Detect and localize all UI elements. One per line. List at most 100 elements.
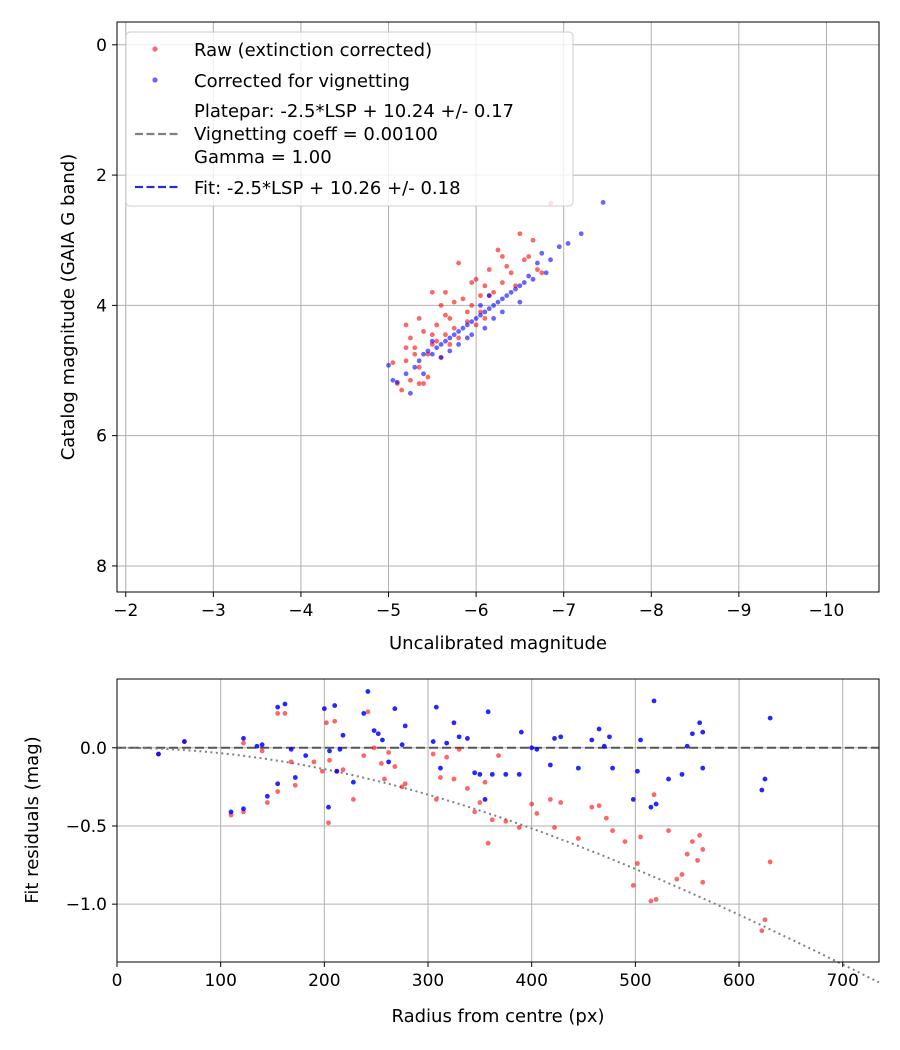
raw-residual-point bbox=[575, 836, 581, 841]
raw-residual-point bbox=[684, 851, 690, 857]
raw-residual-point bbox=[311, 759, 317, 765]
corrected-residual-point bbox=[241, 806, 246, 812]
bottom-x-tick-label: 700 bbox=[826, 971, 858, 991]
corrected-residual-point bbox=[697, 720, 703, 726]
corrected-residual-point bbox=[386, 759, 392, 765]
raw-point bbox=[456, 335, 461, 341]
raw-residual-point bbox=[282, 710, 288, 716]
raw-residual-point bbox=[558, 800, 564, 805]
raw-point bbox=[429, 332, 435, 338]
raw-point bbox=[473, 322, 479, 328]
corrected-residual-point bbox=[456, 734, 462, 740]
bottom-y-tick-label: 0.0 bbox=[80, 739, 107, 759]
bottom-x-tick-label: 200 bbox=[308, 971, 340, 991]
raw-residual-point bbox=[444, 754, 450, 760]
top-plot-y-ticks: 0 2 4 6 8 bbox=[96, 36, 117, 577]
top-x-tick-label: −2 bbox=[113, 601, 138, 621]
raw-residual-point bbox=[264, 800, 270, 805]
raw-residual-point bbox=[456, 746, 462, 752]
raw-residual-point bbox=[596, 803, 602, 809]
raw-point bbox=[469, 280, 475, 285]
corrected-residual-point bbox=[767, 715, 773, 721]
corrected-point bbox=[486, 293, 492, 298]
corrected-point bbox=[451, 332, 457, 338]
corrected-residual-point bbox=[275, 704, 281, 710]
corrected-point bbox=[429, 351, 435, 357]
raw-point bbox=[447, 342, 453, 347]
raw-residual-point bbox=[603, 815, 609, 821]
corrected-residual-point bbox=[444, 740, 450, 746]
top-x-tick-label: −4 bbox=[288, 601, 313, 621]
corrected-residual-point bbox=[254, 743, 260, 749]
bottom-plot-x-label: Radius from centre (px) bbox=[391, 1006, 604, 1027]
bottom-y-tick-label: −0.5 bbox=[66, 817, 107, 837]
corrected-residual-point bbox=[648, 804, 654, 810]
bottom-plot-x-ticks: 0 100 200 300 400 500 600 700 bbox=[112, 962, 859, 991]
legend-box bbox=[125, 31, 574, 207]
corrected-point bbox=[469, 332, 475, 338]
corrected-point bbox=[499, 296, 505, 302]
corrected-residual-point bbox=[430, 739, 436, 744]
corrected-point bbox=[499, 309, 505, 315]
raw-point bbox=[390, 360, 396, 366]
raw-residual-point bbox=[630, 882, 636, 888]
top-y-tick-label: 2 bbox=[96, 166, 107, 186]
raw-point bbox=[486, 267, 492, 272]
raw-point bbox=[443, 312, 448, 318]
corrected-residual-point bbox=[666, 776, 671, 782]
corrected-point bbox=[456, 342, 461, 347]
corrected-point bbox=[390, 377, 396, 383]
corrected-residual-point bbox=[653, 801, 659, 807]
raw-point bbox=[434, 322, 440, 328]
raw-point bbox=[408, 335, 413, 341]
raw-point bbox=[482, 316, 488, 321]
corrected-point bbox=[416, 358, 422, 364]
corrected-point bbox=[535, 260, 540, 266]
corrected-residual-point bbox=[518, 729, 524, 735]
corrected-residual-point bbox=[635, 768, 640, 774]
raw-residual-point bbox=[547, 796, 553, 802]
raw-point bbox=[526, 254, 532, 259]
raw-point bbox=[530, 237, 536, 243]
corrected-point bbox=[443, 338, 448, 344]
corrected-point bbox=[478, 312, 483, 318]
corrected-residual-point bbox=[482, 796, 488, 802]
raw-point bbox=[443, 332, 448, 338]
raw-point bbox=[456, 260, 461, 266]
corrected-residual-point bbox=[759, 787, 765, 793]
corrected-residual-point bbox=[477, 771, 483, 777]
raw-residual-point bbox=[402, 781, 408, 787]
corrected-point bbox=[491, 302, 497, 308]
corrected-point bbox=[434, 345, 440, 351]
raw-residual-point bbox=[386, 750, 392, 755]
raw-residual-point bbox=[451, 776, 457, 782]
corrected-residual-point bbox=[399, 742, 405, 748]
raw-point bbox=[412, 351, 418, 357]
corrected-point bbox=[530, 276, 536, 282]
corrected-residual-point bbox=[589, 737, 595, 743]
bottom-x-tick-label: 300 bbox=[412, 971, 444, 991]
raw-residual-point bbox=[477, 800, 483, 805]
raw-residual-point bbox=[767, 859, 773, 865]
corrected-point bbox=[429, 338, 435, 344]
corrected-residual-point bbox=[332, 703, 338, 708]
corrected-residual-point bbox=[651, 698, 657, 704]
raw-residual-point bbox=[635, 861, 640, 866]
raw-residual-point bbox=[378, 761, 384, 766]
raw-residual-point bbox=[534, 811, 540, 816]
raw-residual-point bbox=[326, 820, 331, 826]
raw-point bbox=[408, 377, 413, 383]
raw-point bbox=[499, 280, 505, 285]
corrected-residual-point bbox=[433, 704, 439, 710]
raw-point bbox=[403, 322, 409, 328]
raw-residual-point bbox=[472, 809, 478, 815]
raw-point bbox=[451, 299, 457, 305]
top-plot-x-ticks: −2 −3 −4 −5 −6 −7 −8 −9 −10 bbox=[113, 592, 844, 621]
corrected-point bbox=[447, 335, 453, 341]
raw-residual-point bbox=[759, 928, 765, 934]
raw-point bbox=[535, 267, 540, 272]
raw-point bbox=[521, 257, 527, 263]
raw-residual-point bbox=[332, 718, 338, 724]
raw-point bbox=[460, 296, 466, 302]
